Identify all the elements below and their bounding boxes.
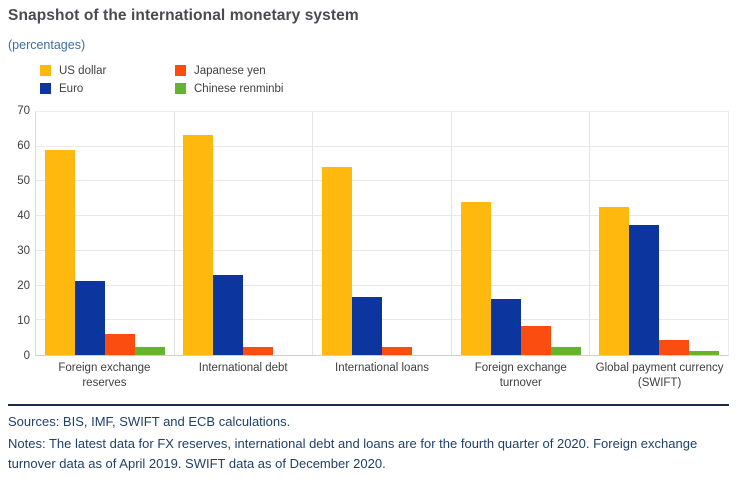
- gridline: [36, 180, 728, 182]
- x-axis-labels: Foreign exchange reserves International d…: [35, 361, 729, 391]
- bar-group: [590, 112, 728, 355]
- gridline: [36, 319, 728, 321]
- legend-item: Euro: [40, 80, 175, 97]
- footer-divider: [8, 404, 729, 406]
- bar-chinese-renminbi: [689, 351, 720, 355]
- notes-text: Notes: The latest data for FX reserves, …: [8, 436, 698, 471]
- x-axis-label: Global payment currency (SWIFT): [595, 362, 724, 389]
- y-axis: 0 10 20 30 40 50 60 70: [8, 105, 30, 361]
- bar-us-dollar: [460, 201, 491, 355]
- x-axis-label: International debt: [198, 362, 288, 374]
- chart-legend: US dollar Euro Japanese yen Chinese renminb…: [40, 62, 284, 97]
- bar-japanese-yen: [381, 347, 412, 355]
- bar-chinese-renminbi: [550, 347, 581, 355]
- bar-chinese-renminbi: [134, 347, 165, 355]
- page-title: Snapshot of the international monetary s…: [8, 7, 359, 24]
- bar-euro: [74, 281, 105, 355]
- y-tick-label: 50: [17, 174, 30, 187]
- bar-chart: 0 10 20 30 40 50 60 70 Foreign exchange reserve…: [8, 104, 729, 401]
- bar-us-dollar: [321, 166, 352, 355]
- x-axis-label: International loans: [335, 362, 429, 374]
- legend-item: Chinese renminbi: [175, 80, 284, 97]
- x-axis-label: Foreign exchange reserves: [58, 362, 151, 389]
- bar-us-dollar: [44, 150, 75, 355]
- legend-swatch-icon: [40, 83, 51, 94]
- bar-euro: [629, 225, 660, 355]
- legend-swatch-icon: [175, 65, 186, 76]
- legend-item: Japanese yen: [175, 62, 284, 79]
- bar-euro: [213, 274, 244, 355]
- legend-label: Chinese renminbi: [194, 82, 284, 95]
- legend-item: US dollar: [40, 62, 175, 79]
- bar-group: [36, 112, 175, 355]
- legend-swatch-icon: [40, 65, 51, 76]
- bar-japanese-yen: [659, 340, 690, 355]
- y-tick-label: 30: [17, 244, 30, 257]
- y-tick-label: 20: [17, 279, 30, 292]
- y-tick-label: 10: [17, 314, 30, 327]
- y-tick-label: 70: [17, 104, 30, 117]
- bar-group: [452, 112, 591, 355]
- plot-area: [35, 111, 729, 356]
- chart-units-label: (percentages): [8, 38, 86, 52]
- gridline: [36, 145, 728, 147]
- y-tick-label: 0: [23, 349, 30, 362]
- bar-japanese-yen: [104, 334, 135, 355]
- legend-label: US dollar: [59, 64, 107, 77]
- bar-japanese-yen: [520, 325, 551, 355]
- legend-label: Euro: [59, 82, 84, 95]
- y-tick-label: 40: [17, 209, 30, 222]
- bar-group: [313, 112, 452, 355]
- legend-label: Japanese yen: [194, 64, 266, 77]
- gridline: [36, 249, 728, 251]
- bar-euro: [490, 298, 521, 355]
- legend-swatch-icon: [175, 83, 186, 94]
- x-axis-label: Foreign exchange turnover: [474, 362, 567, 389]
- bar-japanese-yen: [243, 346, 274, 355]
- bar-group: [175, 112, 314, 355]
- gridline: [36, 215, 728, 217]
- bar-euro: [351, 297, 382, 355]
- bar-groups: [36, 112, 728, 355]
- bar-us-dollar: [183, 134, 214, 355]
- sources-text: Sources: BIS, IMF, SWIFT and ECB calcula…: [8, 414, 291, 429]
- bar-us-dollar: [599, 207, 630, 355]
- gridline: [36, 284, 728, 286]
- y-tick-label: 60: [17, 139, 30, 152]
